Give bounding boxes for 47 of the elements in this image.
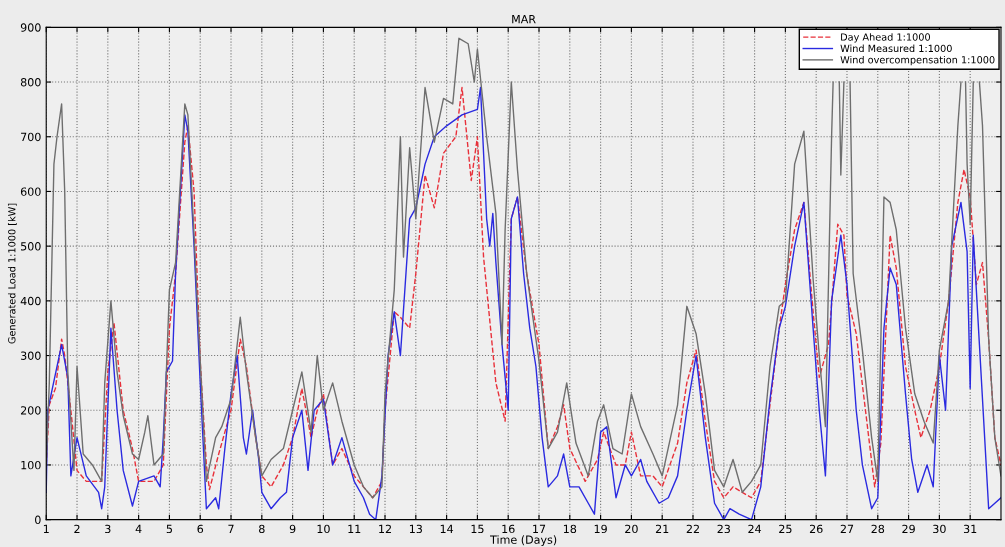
x-tick-label: 21: [655, 524, 669, 533]
legend-label: Wind Measured 1:1000: [840, 44, 952, 53]
x-tick-label: 1: [43, 524, 49, 533]
x-tick-label: 23: [717, 524, 730, 534]
x-tick-label: 16: [502, 524, 515, 534]
chart-title: MAR: [512, 15, 536, 24]
x-tick-label: 4: [135, 524, 142, 533]
x-tick-label: 17: [533, 524, 546, 533]
x-tick-label: 14: [440, 524, 454, 533]
x-tick-label: 15: [471, 524, 484, 534]
x-tick-label: 27: [840, 524, 854, 533]
x-tick-label: 6: [197, 524, 204, 534]
x-tick-label: 29: [902, 524, 915, 534]
y-tick-label: 600: [20, 187, 41, 196]
y-tick-label: 500: [21, 242, 41, 251]
x-tick-label: 22: [686, 524, 699, 533]
x-tick-label: 13: [409, 524, 422, 534]
x-tick-label: 9: [289, 524, 296, 534]
x-tick-label: 12: [379, 524, 391, 533]
x-tick-label: 31: [963, 524, 977, 534]
y-tick-label: 0: [35, 515, 41, 525]
y-tick-label: 300: [21, 351, 41, 360]
y-tick-label: 100: [21, 460, 41, 470]
y-axis-title: Generated Load 1:1000 [kW]: [7, 203, 17, 344]
y-tick-label: 400: [20, 296, 41, 306]
y-tick-label: 200: [20, 406, 41, 415]
y-tick-label: 700: [21, 132, 41, 142]
x-axis-title: Time (Days): [490, 535, 557, 547]
y-tick-label: 800: [20, 78, 41, 87]
x-tick-label: 25: [779, 524, 792, 534]
y-tick-label: 900: [20, 23, 41, 32]
x-tick-label: 10: [317, 524, 330, 534]
x-tick-label: 19: [594, 524, 607, 534]
x-tick-label: 7: [228, 524, 234, 533]
legend-label: Wind overcompensation 1:1000: [840, 55, 995, 66]
x-tick-label: 24: [748, 524, 762, 533]
x-tick-label: 8: [259, 524, 265, 534]
x-tick-label: 2: [74, 524, 80, 533]
x-tick-label: 28: [871, 524, 885, 534]
x-tick-label: 18: [563, 524, 577, 534]
legend-label: Day Ahead 1:1000: [841, 33, 931, 43]
x-tick-label: 3: [105, 524, 111, 534]
x-tick-label: 5: [166, 524, 172, 534]
x-tick-label: 11: [348, 524, 361, 533]
x-tick-label: 20: [625, 524, 638, 534]
x-tick-label: 26: [809, 524, 823, 534]
x-tick-label: 30: [933, 524, 946, 534]
